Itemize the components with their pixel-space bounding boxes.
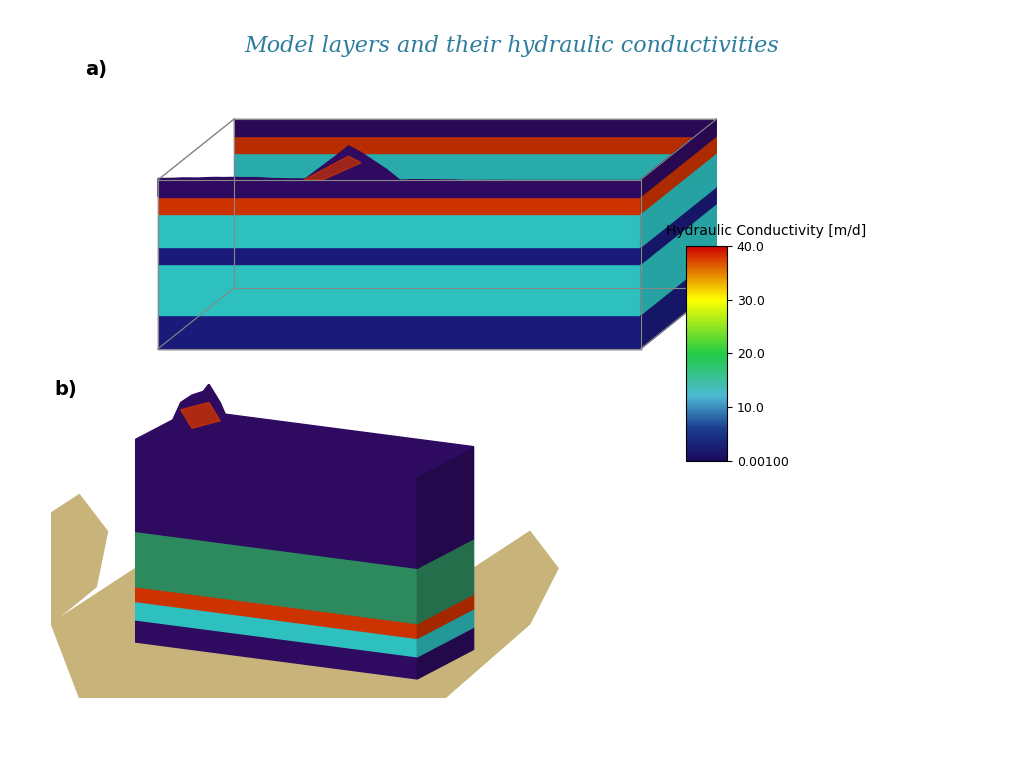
Polygon shape [135, 601, 418, 657]
Text: Hydraulic Conductivity [m/d]: Hydraulic Conductivity [m/d] [666, 223, 866, 237]
Text: a): a) [85, 60, 108, 79]
Polygon shape [445, 531, 558, 697]
Text: b): b) [54, 380, 77, 399]
Polygon shape [641, 254, 717, 349]
Polygon shape [180, 402, 220, 429]
Polygon shape [418, 447, 473, 568]
Polygon shape [234, 119, 717, 136]
Polygon shape [158, 214, 641, 247]
Polygon shape [164, 384, 231, 439]
Polygon shape [135, 439, 418, 568]
Polygon shape [135, 531, 418, 624]
Text: Model layers and their hydraulic conductivities: Model layers and their hydraulic conduct… [245, 35, 779, 57]
Polygon shape [135, 410, 473, 476]
Polygon shape [135, 587, 418, 638]
Polygon shape [641, 204, 717, 315]
Polygon shape [418, 627, 473, 679]
Polygon shape [51, 495, 108, 624]
Polygon shape [641, 153, 717, 247]
Polygon shape [234, 204, 717, 254]
Polygon shape [51, 568, 530, 697]
Polygon shape [418, 539, 473, 624]
Polygon shape [641, 187, 717, 264]
Polygon shape [304, 156, 361, 180]
Polygon shape [158, 264, 641, 315]
Polygon shape [234, 153, 717, 187]
Polygon shape [158, 177, 641, 197]
Polygon shape [234, 136, 717, 153]
Polygon shape [418, 609, 473, 657]
Polygon shape [158, 247, 641, 264]
Polygon shape [158, 197, 641, 214]
Polygon shape [304, 146, 399, 197]
Polygon shape [158, 315, 641, 349]
Polygon shape [234, 187, 717, 204]
Polygon shape [418, 594, 473, 638]
Polygon shape [158, 180, 641, 197]
Polygon shape [641, 119, 717, 197]
Polygon shape [135, 620, 418, 679]
Polygon shape [234, 254, 717, 288]
Polygon shape [641, 136, 717, 214]
